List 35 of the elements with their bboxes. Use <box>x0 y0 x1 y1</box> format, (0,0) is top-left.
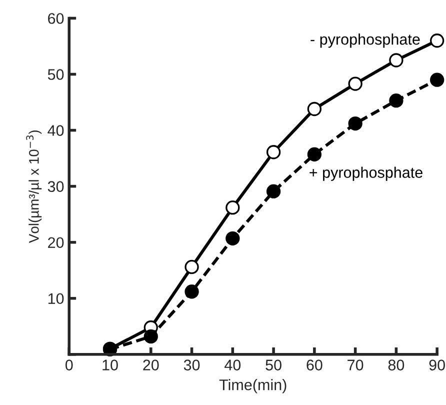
x-tick-label: 40 <box>224 360 241 370</box>
point <box>144 329 158 344</box>
x-tick-label: 10 <box>102 360 118 370</box>
y-tick-label: 10 <box>48 293 64 304</box>
y-tick-label: 40 <box>48 125 64 136</box>
x-tick-label: 30 <box>184 360 200 370</box>
point <box>226 231 240 246</box>
point <box>430 72 444 87</box>
x-tick-label: 50 <box>266 360 282 370</box>
x-tick-label: 0 <box>65 360 73 370</box>
x-axis-title: Time(min) <box>219 379 286 394</box>
x-tick-label: 70 <box>348 360 364 370</box>
point <box>266 184 281 198</box>
y-axis-title: Vol(µm³/µl x 10$^{−3}$) <box>26 130 42 243</box>
point <box>389 53 404 68</box>
x-tick-label: 60 <box>306 360 322 370</box>
x-tick-label: 20 <box>143 360 159 370</box>
point <box>184 284 199 299</box>
point <box>389 93 404 108</box>
point <box>307 147 322 162</box>
point <box>266 145 281 160</box>
y-tick-label: 60 <box>48 13 64 24</box>
point <box>430 34 444 48</box>
y-tick-label: 50 <box>48 69 64 80</box>
point <box>184 260 199 274</box>
y-tick-label: 30 <box>48 181 64 192</box>
point <box>348 76 362 91</box>
series-label: + pyrophosphate <box>310 166 422 181</box>
x-tick-label: 80 <box>388 360 404 370</box>
x-tick-label: 90 <box>429 360 445 370</box>
y-tick-label: 20 <box>48 237 64 248</box>
point <box>307 102 322 116</box>
point <box>226 200 240 215</box>
series-label: - pyrophosphate <box>310 34 420 48</box>
point <box>348 116 362 131</box>
